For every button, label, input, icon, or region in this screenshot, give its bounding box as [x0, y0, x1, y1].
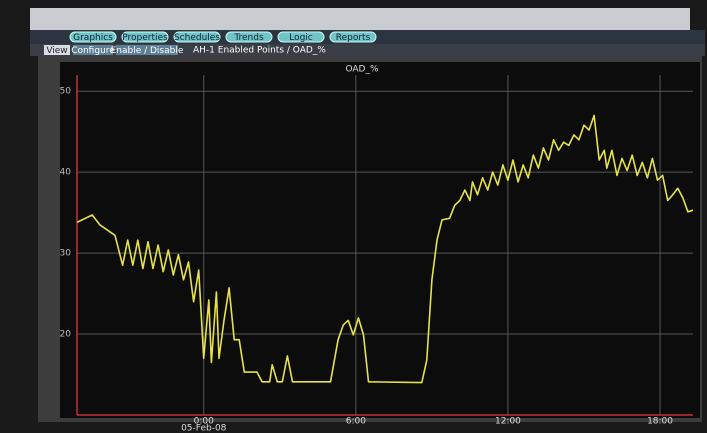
x-tick-label: 6:00 [346, 417, 366, 427]
nav-button[interactable] [173, 31, 221, 43]
tab[interactable] [73, 45, 113, 55]
x-tick-label: 18:00 [647, 417, 673, 427]
nav-button-label[interactable]: Reports [336, 33, 371, 43]
y-tick-label: 30 [60, 249, 72, 259]
nav-button-label[interactable]: Graphics [73, 33, 113, 43]
nav-button-label[interactable]: Logic [289, 33, 313, 43]
nav-button[interactable] [69, 31, 117, 43]
tab-label[interactable]: Configure [71, 46, 115, 56]
nav-button-label[interactable]: Trends [233, 33, 264, 43]
tab-label[interactable]: Enable / Disable [111, 46, 184, 56]
y-tick-label: 50 [60, 87, 72, 97]
y-tick-label: 20 [60, 330, 72, 340]
y-tick-label: 40 [60, 168, 72, 178]
x-date-label: 05-Feb-08 [181, 424, 227, 433]
nav-button[interactable] [225, 31, 273, 43]
x-tick-label: 0:00 [194, 417, 214, 427]
tab[interactable] [44, 45, 70, 55]
tab-bar [30, 44, 705, 56]
nav-button-label[interactable]: Schedules [174, 33, 220, 43]
nav-button[interactable] [329, 31, 377, 43]
breadcrumb: AH-1 Enabled Points / OAD_% [193, 46, 326, 56]
nav-button[interactable] [277, 31, 325, 43]
data-line [76, 114, 694, 384]
chart-title: OAD_% [345, 65, 379, 75]
nav-button[interactable] [121, 31, 169, 43]
plot-panel [60, 62, 700, 418]
nav-button-label[interactable]: Properties [122, 33, 168, 43]
tab[interactable] [116, 45, 178, 55]
tab-label[interactable]: View [46, 46, 67, 56]
x-tick-label: 12:00 [495, 417, 521, 427]
browser-toolbar [30, 8, 690, 30]
